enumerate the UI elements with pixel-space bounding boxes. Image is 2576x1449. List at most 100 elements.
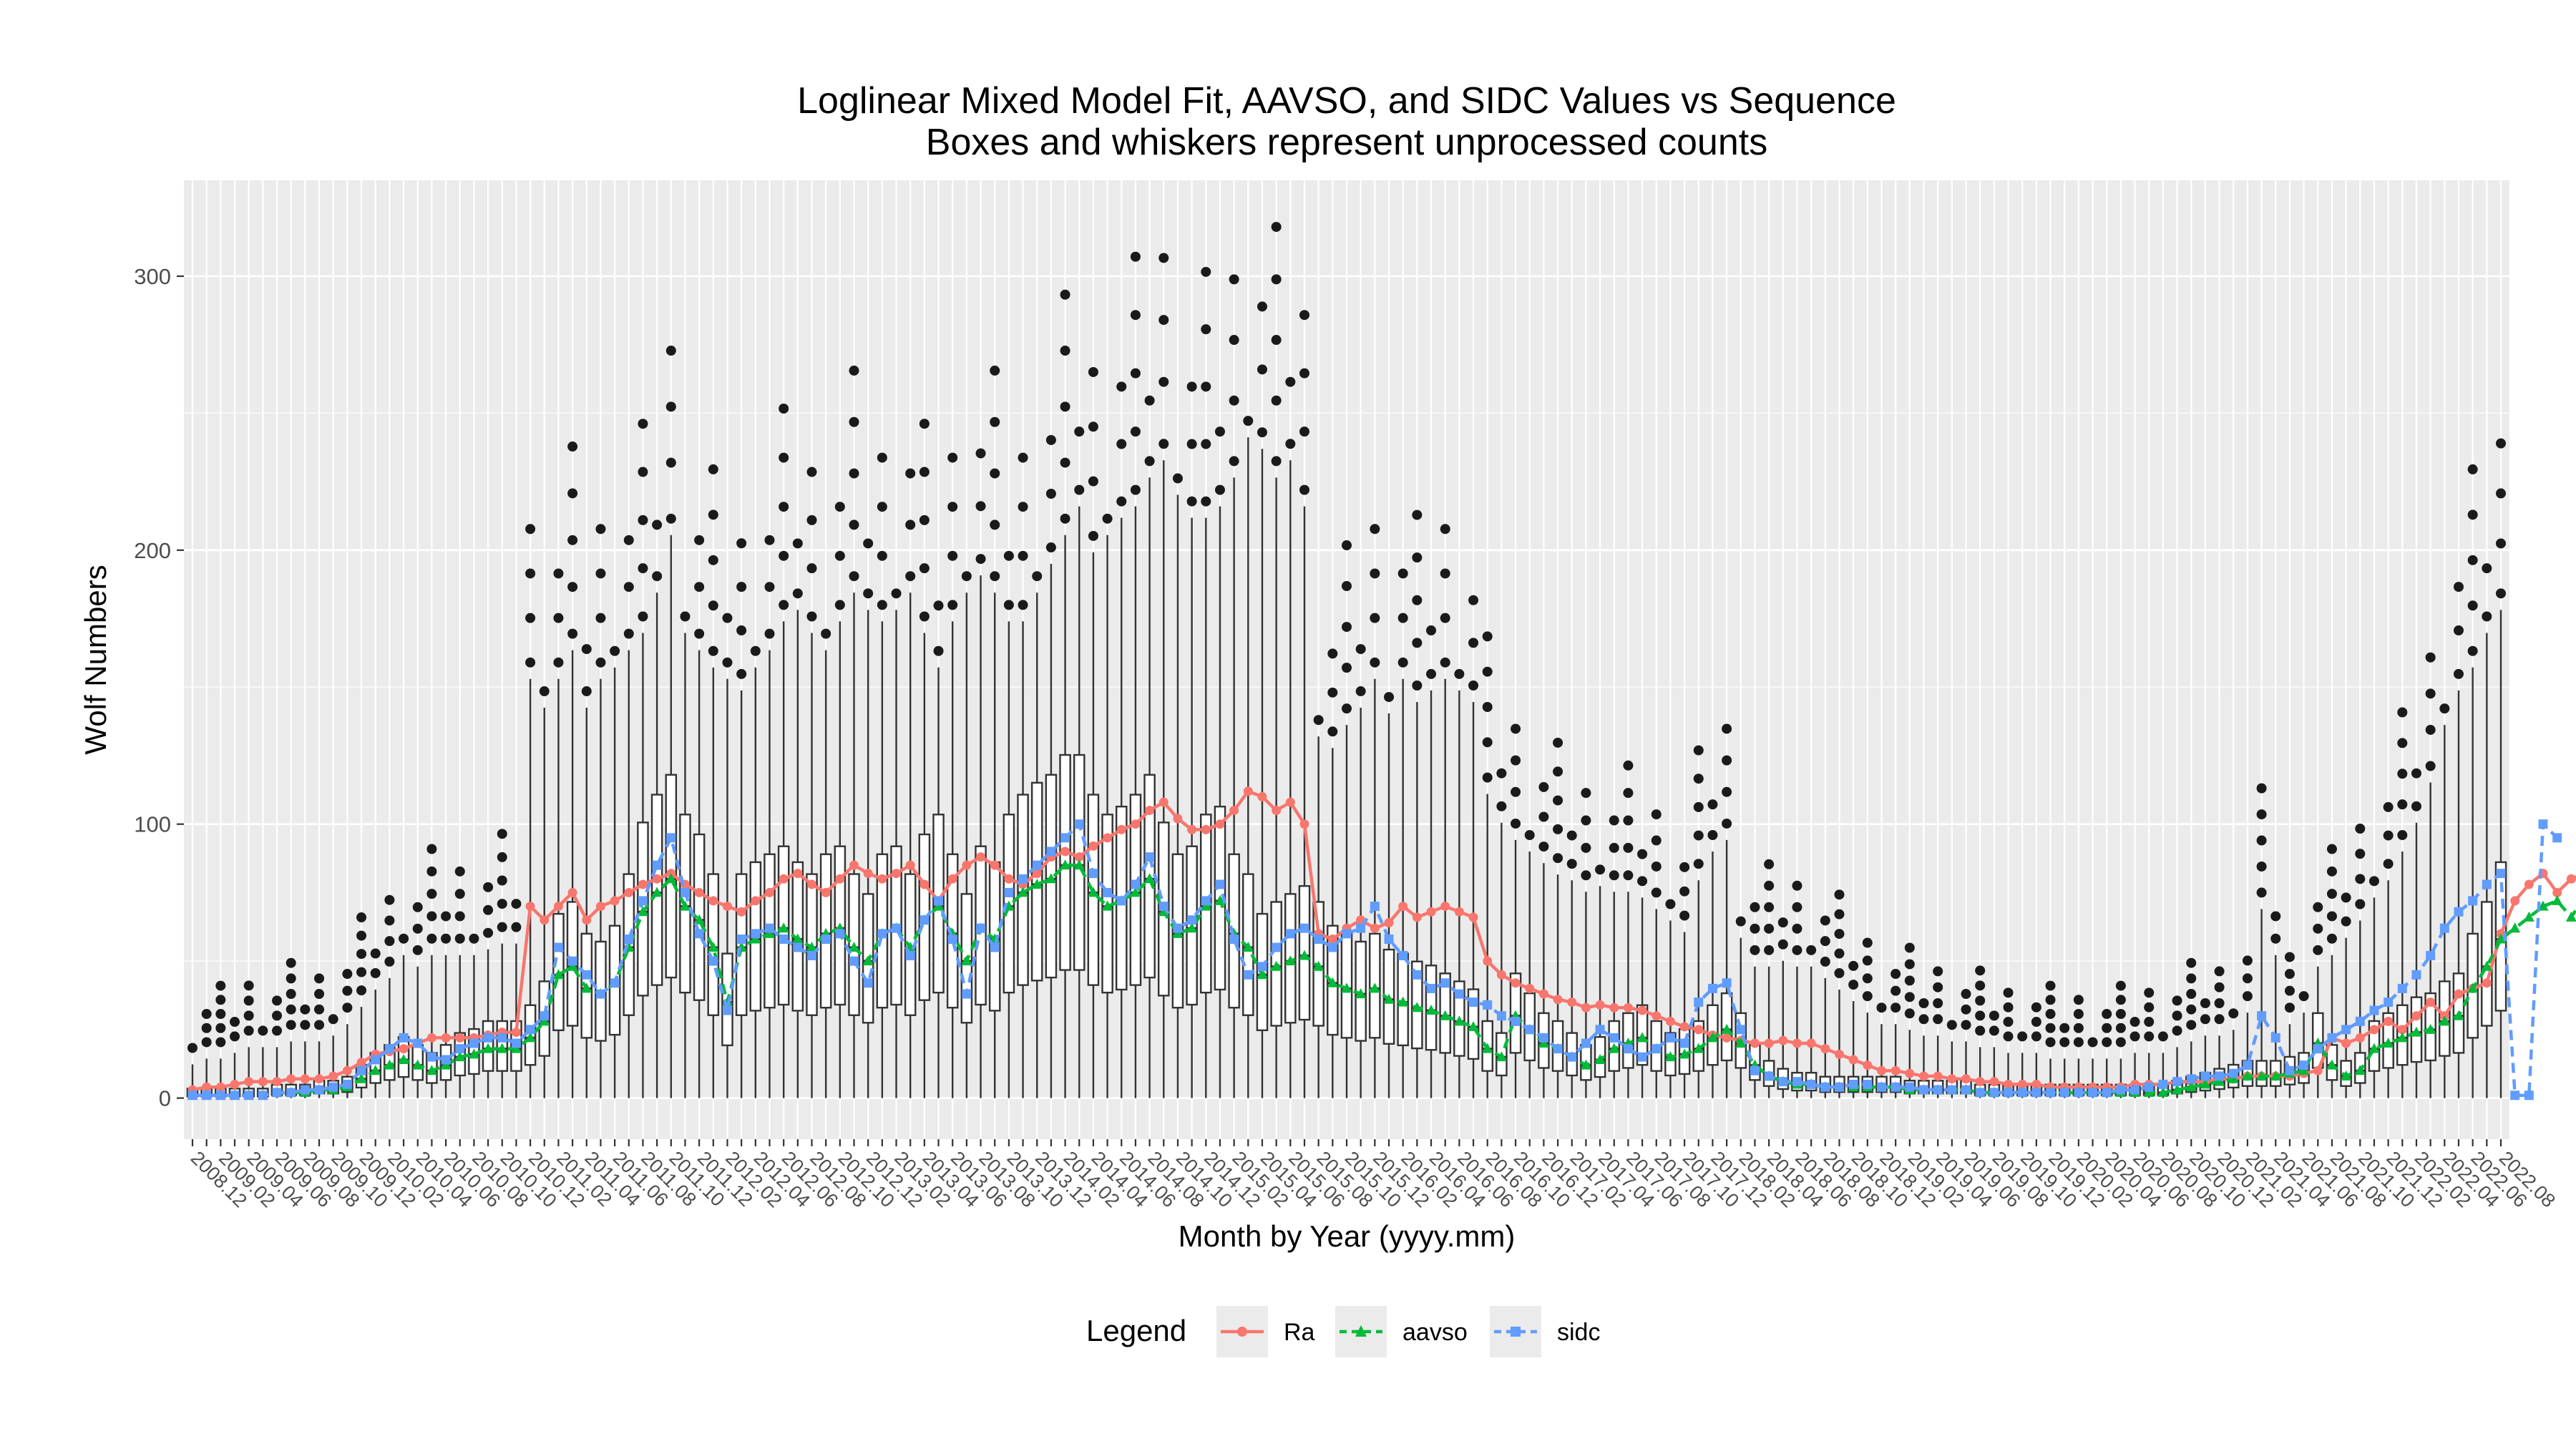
outlier-point [2059, 1023, 2070, 1033]
outlier-point [201, 1037, 212, 1048]
outlier-point [1327, 726, 1338, 737]
outlier-point [2284, 1002, 2295, 1013]
outlier-point [1651, 835, 1662, 846]
outlier-point [1158, 376, 1169, 387]
point-sidc [2510, 1091, 2520, 1101]
point-aavso [2341, 1070, 2352, 1080]
outlier-point [1482, 772, 1493, 783]
outlier-point [877, 600, 887, 610]
outlier-point [1186, 496, 1197, 507]
outlier-point [286, 989, 296, 1000]
outlier-point [849, 571, 859, 582]
outlier-point [1820, 915, 1830, 926]
outlier-point [595, 524, 606, 535]
outlier-point [806, 467, 817, 477]
outlier-point [2341, 892, 2351, 903]
outlier-point [877, 550, 887, 561]
point-Ra [230, 1079, 240, 1089]
outlier-point [2383, 859, 2394, 869]
point-sidc [469, 1038, 479, 1048]
point-aavso [1144, 873, 1156, 884]
outlier-point [1426, 668, 1437, 679]
outlier-point [1088, 366, 1098, 377]
outlier-point [215, 1037, 226, 1048]
outlier-point [1834, 889, 1845, 900]
point-aavso [539, 1015, 550, 1026]
outlier-point [1229, 335, 1239, 346]
point-sidc [1778, 1077, 1788, 1087]
point-aavso [1679, 1048, 1690, 1059]
outlier-point [2157, 1031, 2168, 1042]
x-axis-label: Month by Year (yyyy.mm) [1179, 1219, 1516, 1253]
outlier-point [792, 588, 803, 599]
point-sidc [2369, 1005, 2379, 1015]
point-sidc [736, 935, 746, 945]
point-aavso [806, 942, 818, 952]
outlier-point [1088, 421, 1098, 432]
point-sidc [525, 1025, 535, 1035]
point-aavso [778, 922, 789, 933]
outlier-point [2045, 980, 2056, 991]
point-sidc [765, 923, 774, 933]
point-aavso [1299, 950, 1310, 960]
outlier-point [1045, 434, 1056, 445]
outlier-point [2298, 991, 2309, 1002]
outlier-point [736, 538, 747, 549]
outlier-point [2425, 652, 2436, 663]
outlier-point [638, 467, 648, 477]
outlier-point [243, 1010, 254, 1021]
point-aavso [1313, 960, 1324, 971]
legend-key-marker [1511, 1327, 1521, 1337]
outlier-point [1933, 966, 1943, 977]
point-Ra [1989, 1077, 1999, 1087]
outlier-point [454, 866, 465, 877]
outlier-point [469, 933, 479, 944]
point-sidc [892, 923, 902, 933]
outlier-point [2073, 1009, 2084, 1020]
point-aavso [1440, 1010, 1451, 1020]
point-Ra [1004, 874, 1014, 884]
point-Ra [2355, 1033, 2365, 1043]
outlier-point [2397, 830, 2408, 841]
outlier-point [1665, 899, 1676, 909]
point-aavso [581, 982, 592, 993]
outlier-point [1764, 923, 1775, 934]
outlier-point [1285, 439, 1296, 449]
outlier-point [1707, 830, 1718, 841]
outlier-point [384, 894, 395, 905]
point-aavso [2228, 1073, 2239, 1083]
point-sidc [1947, 1085, 1957, 1095]
point-Ra [1525, 983, 1535, 993]
outlier-point [1370, 613, 1380, 623]
point-aavso [1609, 1043, 1620, 1053]
point-Ra [1229, 806, 1239, 816]
point-sidc [1074, 819, 1084, 829]
outlier-point [2144, 1031, 2155, 1042]
outlier-point [779, 403, 789, 414]
point-aavso [510, 1043, 522, 1053]
outlier-point [1201, 381, 1211, 392]
outlier-point [1102, 513, 1113, 524]
point-Ra [2454, 989, 2464, 999]
point-aavso [2439, 1015, 2450, 1026]
point-sidc [258, 1091, 268, 1101]
outlier-point [2214, 1014, 2225, 1025]
point-aavso [693, 914, 705, 924]
point-Ra [962, 860, 972, 870]
outlier-point [1918, 998, 1929, 1009]
outlier-point [1792, 902, 1802, 912]
point-Ra [1722, 1033, 1732, 1043]
outlier-point [2003, 987, 2014, 998]
outlier-point [1397, 657, 1408, 668]
point-sidc [1046, 847, 1056, 857]
point-Ra [835, 874, 845, 884]
outlier-point [370, 967, 381, 978]
point-Ra [765, 887, 774, 897]
point-aavso [1636, 1032, 1648, 1043]
point-sidc [2088, 1088, 2098, 1098]
point-aavso [1369, 982, 1380, 993]
outlier-point [2453, 668, 2464, 679]
point-sidc [1158, 902, 1169, 912]
point-Ra [694, 887, 704, 897]
point-Ra [2017, 1079, 2027, 1089]
